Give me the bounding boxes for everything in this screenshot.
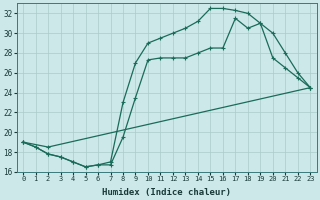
X-axis label: Humidex (Indice chaleur): Humidex (Indice chaleur) bbox=[102, 188, 231, 197]
